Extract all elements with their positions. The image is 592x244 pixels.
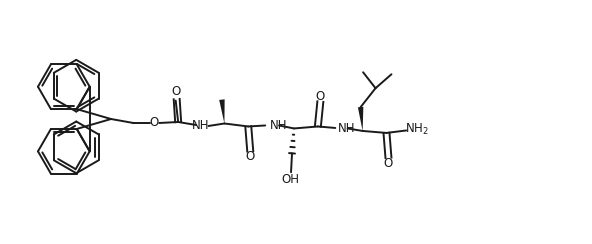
Polygon shape: [358, 107, 363, 131]
Text: NH$_2$: NH$_2$: [406, 122, 429, 136]
Text: NH: NH: [338, 122, 356, 135]
Text: O: O: [150, 116, 159, 130]
Polygon shape: [219, 99, 224, 123]
Text: O: O: [316, 90, 325, 103]
Text: OH: OH: [281, 173, 299, 186]
Text: O: O: [171, 85, 181, 98]
Text: NH: NH: [192, 120, 210, 132]
Text: NH: NH: [269, 119, 287, 132]
Text: O: O: [246, 150, 255, 163]
Text: O: O: [384, 157, 393, 170]
